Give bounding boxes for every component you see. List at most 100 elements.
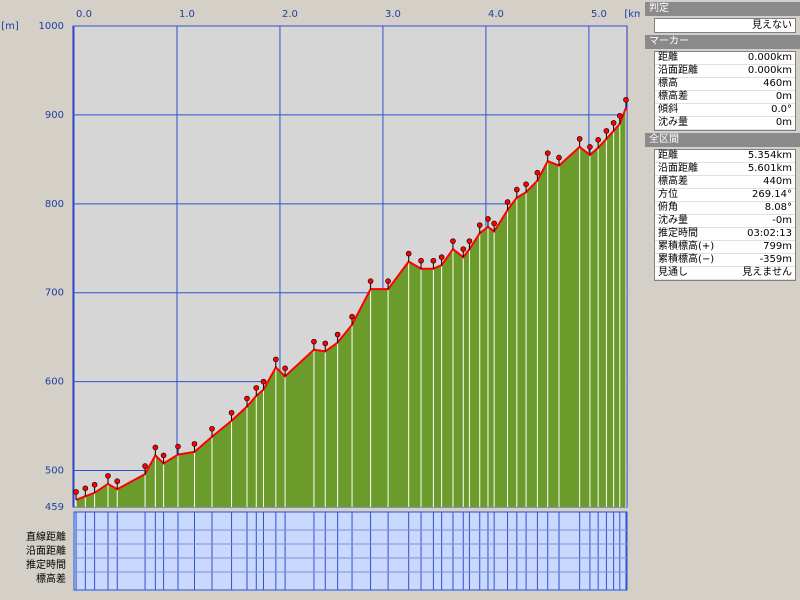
info-value: 見えません [742, 267, 792, 278]
y-tick-label: 500 [45, 466, 64, 477]
section-header: 判定 [645, 2, 800, 16]
info-row: 累積標高(−) -359m [655, 254, 795, 267]
info-label: 累積標高(−) [658, 254, 715, 265]
route-marker [610, 120, 617, 126]
route-marker [244, 395, 250, 402]
x-tick-label: 4.0 [488, 9, 504, 20]
route-marker [152, 444, 159, 451]
y-unit: [m] [1, 21, 19, 32]
route-marker [160, 452, 167, 459]
route-marker [405, 250, 412, 257]
info-value: 03:02:13 [747, 228, 792, 239]
x-unit: [km] [624, 9, 640, 20]
info-row: 沈み量 -0m [655, 215, 795, 228]
y-tick-label: 800 [45, 199, 64, 210]
route-marker [523, 181, 529, 188]
info-row: 見通し 見えません [655, 267, 795, 280]
info-label: 距離 [658, 150, 678, 161]
route-marker [491, 220, 497, 227]
info-label: 標高差 [658, 176, 688, 187]
route-marker [334, 331, 341, 338]
route-marker [556, 154, 562, 161]
info-row: 沿面距離 5.601km [655, 163, 795, 176]
route-marker [322, 340, 329, 347]
route-marker [438, 254, 445, 260]
route-marker [595, 137, 601, 143]
info-row: 標高差 0m [655, 91, 795, 104]
route-marker [114, 478, 121, 485]
x-tick-label: 5.0 [591, 9, 607, 20]
route-marker [514, 186, 520, 193]
marker-table: 距離 0.000km 沿面距離 0.000km 標高 460m 標高差 0m 傾斜 0.0° 沈み量… [654, 51, 796, 131]
y-tick-label: 459 [45, 502, 64, 513]
info-value: 5.354km [747, 150, 792, 161]
route-marker [142, 463, 148, 469]
info-label: 沿面距離 [658, 163, 698, 174]
route-marker [450, 238, 456, 244]
info-value: 799m [763, 241, 792, 252]
route-marker [73, 489, 79, 495]
info-label: 推定時間 [658, 228, 698, 239]
row-label: 標高差 [36, 572, 66, 585]
info-value: 0.000km [747, 65, 792, 76]
info-value: 5.601km [747, 163, 792, 174]
info-value: 0.0° [771, 104, 792, 115]
info-row: 方位 269.14° [655, 189, 795, 202]
y-tick-label: 1000 [39, 21, 64, 32]
route-marker [311, 338, 317, 345]
info-label: 標高 [658, 78, 678, 89]
route-marker [191, 441, 198, 447]
info-value: 269.14° [752, 189, 792, 200]
info-row: 推定時間 03:02:13 [655, 228, 795, 241]
route-marker [430, 257, 437, 264]
info-label: 距離 [658, 52, 678, 63]
route-marker [385, 278, 391, 284]
total-table: 距離 5.354km 沿面距離 5.601km 標高差 440m 方位 269.14° 俯角 8.… [654, 149, 796, 281]
route-marker [616, 113, 623, 119]
info-label: 傾斜 [658, 104, 678, 115]
route-marker [349, 313, 355, 320]
route-marker [504, 199, 511, 205]
profile-chart: [km] [m] 459 500 600 700 800 900 1000 0.0 1.0 2.0… [1, 9, 640, 591]
route-line [75, 107, 627, 501]
row-label: 直線距離 [26, 530, 66, 543]
route-marker [175, 443, 181, 450]
info-label: 沈み量 [658, 117, 688, 128]
info-row: 傾斜 0.0° [655, 104, 795, 117]
info-value: 440m [763, 176, 792, 187]
info-value: 0m [775, 117, 792, 128]
route-marker [418, 257, 424, 264]
info-label: 俯角 [658, 202, 678, 213]
route-marker [476, 222, 483, 228]
route-marker [623, 96, 629, 103]
route-marker [587, 144, 593, 150]
x-tick-label: 1.0 [179, 9, 195, 20]
route-marker [91, 481, 98, 488]
route-marker [544, 150, 551, 156]
x-tick-label: 2.0 [282, 9, 298, 20]
info-value: 8.08° [764, 202, 792, 213]
route-marker [466, 238, 473, 244]
route-marker [485, 216, 491, 222]
route-marker [209, 425, 215, 432]
x-tick-label: 0.0 [76, 9, 92, 20]
info-label: 沿面距離 [658, 65, 698, 76]
x-tick-label: 3.0 [385, 9, 401, 20]
y-tick-label: 600 [45, 377, 64, 388]
y-tick-label: 900 [45, 110, 64, 121]
info-value: 0m [775, 91, 792, 102]
info-row: 俯角 8.08° [655, 202, 795, 215]
info-value: -0m [772, 215, 792, 226]
info-label: 累積標高(+) [658, 241, 715, 252]
route-marker [253, 385, 260, 391]
route-marker [460, 246, 467, 252]
info-row: 距離 0.000km [655, 52, 795, 65]
route-marker [576, 136, 583, 142]
info-value: 0.000km [747, 52, 792, 63]
section-header: 全区間 [645, 133, 800, 147]
y-tick-label: 700 [45, 288, 64, 299]
route-marker [82, 485, 89, 492]
judge-value: 見えない [654, 18, 796, 33]
route-marker [603, 128, 610, 134]
